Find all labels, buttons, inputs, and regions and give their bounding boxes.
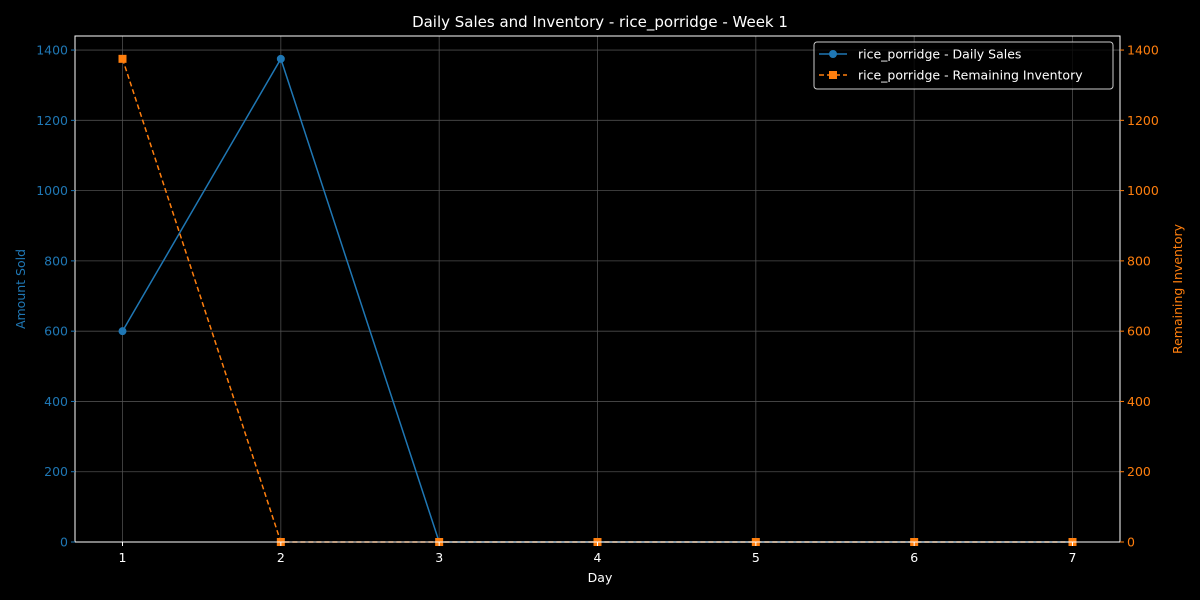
legend-box [813,41,1114,90]
x-tick-label: 6 [910,550,918,565]
data-point-1 [118,54,127,63]
data-point-0 [118,327,127,336]
legend-marker-sales [829,50,837,58]
x-tick-label: 7 [1069,550,1077,565]
y-axis-label-left: Amount Sold [13,249,28,329]
y-left-tick-label: 0 [60,535,68,550]
y-left-tick-label: 400 [44,394,68,409]
legend-label-sales: rice_porridge - Daily Sales [858,47,1021,62]
x-tick-label: 5 [752,550,760,565]
y-left-tick-label: 200 [44,464,68,479]
legend-label-inventory: rice_porridge - Remaining Inventory [858,68,1083,83]
x-tick-label: 2 [277,550,285,565]
y-right-tick-label: 800 [1127,253,1151,268]
y-right-tick-label: 400 [1127,394,1151,409]
y-right-tick-label: 1200 [1127,113,1159,128]
y-left-tick-label: 1200 [36,113,68,128]
chart-title: Daily Sales and Inventory - rice_porridg… [412,13,788,32]
y-left-tick-label: 1400 [36,43,68,58]
y-right-tick-label: 600 [1127,324,1151,339]
data-point-0 [276,54,285,63]
y-axis-label-right: Remaining Inventory [1170,223,1185,354]
y-left-tick-label: 1000 [36,183,68,198]
y-right-tick-label: 1400 [1127,43,1159,58]
y-right-tick-label: 0 [1127,535,1135,550]
legend-marker-inventory [829,71,837,79]
y-right-tick-label: 1000 [1127,183,1159,198]
y-left-tick-label: 800 [44,253,68,268]
x-tick-label: 3 [435,550,443,565]
grid-lines [75,36,1120,543]
x-tick-label: 1 [119,550,127,565]
y-right-tick-label: 200 [1127,464,1151,479]
axes-layer: 1 2 3 4 5 6 7 0 200 400 600 800 1000 1200 1400 0 200 400 6… [36,43,1159,565]
y-left-tick-label: 600 [44,324,68,339]
x-tick-label: 4 [594,550,602,565]
legend: rice_porridge - Daily Sales rice_porridg… [813,41,1114,90]
x-axis-label: Day [588,570,613,585]
